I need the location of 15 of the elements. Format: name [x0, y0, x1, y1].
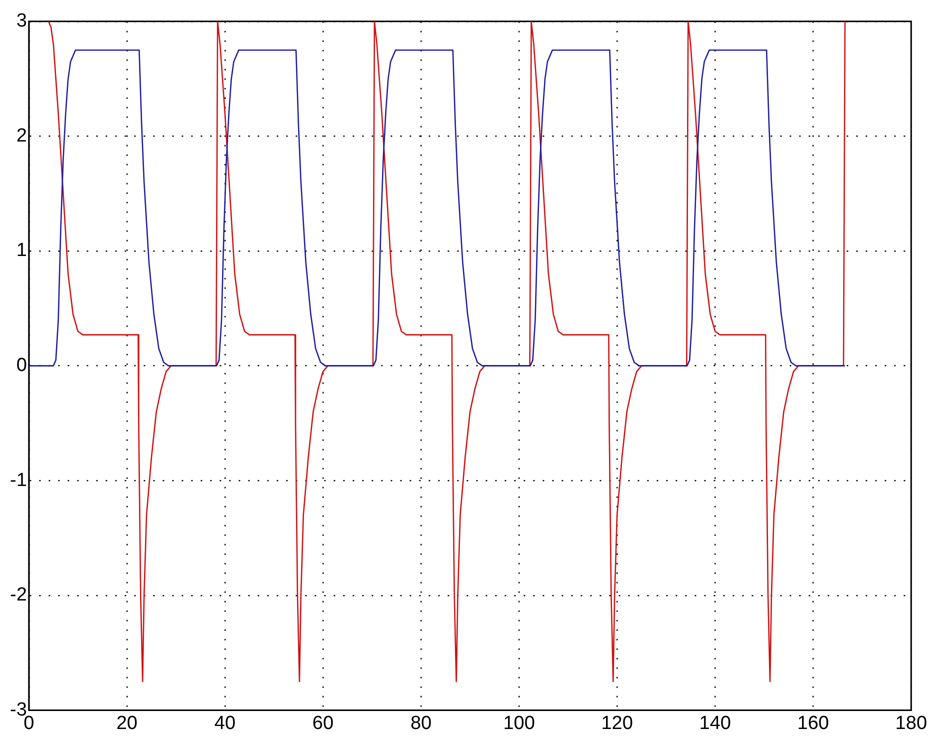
x-tick-label: 140	[699, 712, 731, 734]
y-tick-label: 0	[16, 355, 27, 376]
x-tick-label: 160	[797, 712, 829, 734]
x-tick-label: 100	[503, 712, 535, 734]
y-tick-label: 1	[16, 240, 27, 262]
y-tick-label: 3	[16, 10, 27, 32]
x-tick-label: 80	[410, 712, 432, 734]
x-tick-label: 60	[312, 712, 334, 734]
x-tick-label: 20	[116, 712, 138, 734]
y-tick-label: -1	[10, 470, 27, 491]
x-tick-label: 180	[895, 712, 927, 734]
x-tick-label: 120	[601, 712, 633, 734]
x-tick-label: 40	[214, 712, 236, 734]
y-tick-label: -2	[10, 584, 27, 606]
y-tick-label: 2	[16, 125, 27, 146]
